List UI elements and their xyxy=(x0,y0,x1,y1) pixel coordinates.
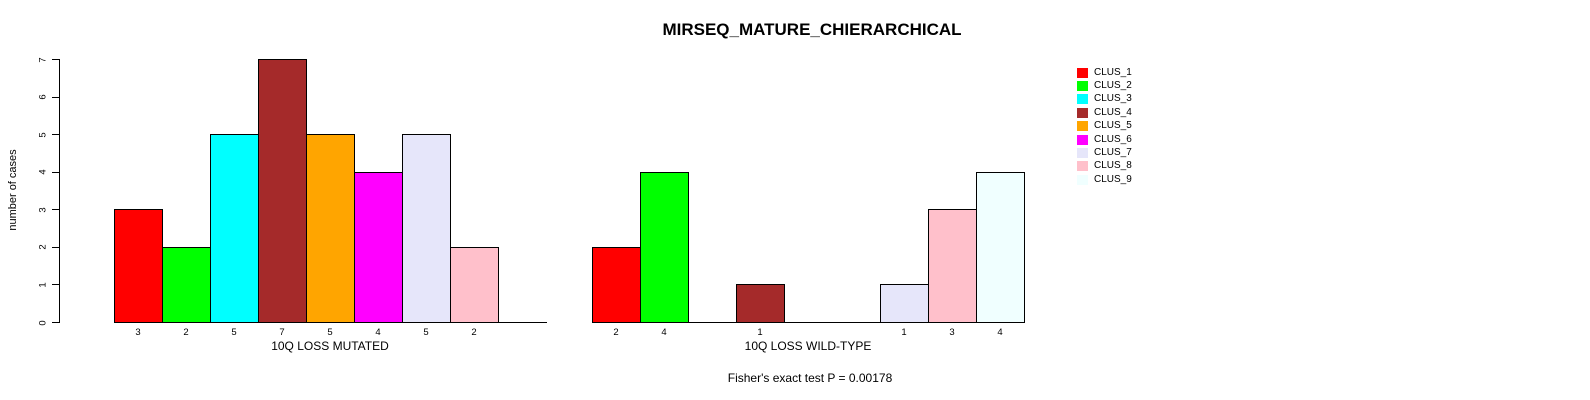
legend-swatch-clus_1 xyxy=(1077,67,1088,78)
x-tick-label: 2 xyxy=(471,327,477,338)
legend: CLUS_1 CLUS_2 CLUS_3 CLUS_4 CLUS_5 CLUS_6 CLUS… xyxy=(1077,66,1132,187)
x-tick-label: 2 xyxy=(183,327,189,338)
legend-label: CLUS_9 xyxy=(1094,173,1132,185)
legend-label: CLUS_5 xyxy=(1094,120,1132,132)
legend-swatch-clus_5 xyxy=(1077,121,1088,132)
x-tick-label: 5 xyxy=(231,327,237,338)
y-tick-label: 1 xyxy=(37,282,49,288)
legend-label: CLUS_8 xyxy=(1094,160,1132,172)
y-tick-label: 6 xyxy=(37,94,49,100)
y-tick xyxy=(52,59,59,60)
legend-label: CLUS_6 xyxy=(1094,133,1132,145)
x-tick-label: 3 xyxy=(135,327,141,338)
bar-clus_4 xyxy=(736,284,785,323)
legend-label: CLUS_1 xyxy=(1094,66,1132,78)
bar-clus_8 xyxy=(928,209,977,323)
y-axis-label: number of cases xyxy=(7,149,19,231)
legend-item: CLUS_8 xyxy=(1077,160,1132,173)
legend-swatch-clus_4 xyxy=(1077,107,1088,118)
x-tick-label: 1 xyxy=(901,327,907,338)
y-tick-label: 5 xyxy=(37,131,49,138)
bar-clus_2 xyxy=(162,247,211,323)
legend-item: CLUS_9 xyxy=(1077,173,1132,186)
y-axis-line xyxy=(59,59,60,323)
legend-swatch-clus_6 xyxy=(1077,134,1088,145)
y-tick-label: 3 xyxy=(37,207,49,213)
y-tick xyxy=(52,322,59,323)
x-tick-label: 4 xyxy=(997,327,1003,338)
legend-item: CLUS_1 xyxy=(1077,66,1132,79)
legend-label: CLUS_3 xyxy=(1094,93,1132,105)
bar-clus_1 xyxy=(114,209,163,323)
x-tick-label: 7 xyxy=(279,327,285,338)
bar-clus_1 xyxy=(592,247,641,323)
x-axis-label-wildtype: 10Q LOSS WILD-TYPE xyxy=(744,339,872,353)
legend-item: CLUS_4 xyxy=(1077,106,1132,119)
bar-clus_7 xyxy=(402,134,451,323)
bar-clus_2 xyxy=(640,172,689,323)
legend-label: CLUS_2 xyxy=(1094,80,1132,92)
x-tick-label: 2 xyxy=(613,327,619,338)
legend-swatch-clus_3 xyxy=(1077,94,1088,105)
y-tick-label: 2 xyxy=(37,244,49,250)
bar-clus_6 xyxy=(354,172,403,323)
x-tick-label: 3 xyxy=(949,327,955,338)
legend-swatch-clus_9 xyxy=(1077,174,1088,185)
y-tick xyxy=(52,209,59,211)
bar-clus_4 xyxy=(258,59,307,323)
legend-item: CLUS_5 xyxy=(1077,120,1132,133)
chart-title: MIRSEQ_MATURE_CHIERARCHICAL xyxy=(662,20,962,39)
legend-item: CLUS_7 xyxy=(1077,146,1132,159)
bar-clus_9 xyxy=(976,172,1025,323)
legend-item: CLUS_6 xyxy=(1077,133,1132,146)
bar-clus_8 xyxy=(450,247,499,323)
legend-label: CLUS_4 xyxy=(1094,106,1132,118)
x-tick-label: 5 xyxy=(327,327,333,338)
x-axis-label-mutated: 10Q LOSS MUTATED xyxy=(271,339,389,353)
legend-label: CLUS_7 xyxy=(1094,147,1132,159)
y-tick-label: 0 xyxy=(37,319,49,326)
x-tick-label: 4 xyxy=(375,327,381,338)
x-tick-label: 1 xyxy=(757,327,763,338)
y-tick xyxy=(52,96,59,98)
y-tick-label: 4 xyxy=(37,169,49,175)
y-tick xyxy=(52,284,59,286)
y-tick xyxy=(52,246,59,248)
y-tick xyxy=(52,134,59,136)
x-tick-label: 5 xyxy=(423,327,429,338)
bar-clus_7 xyxy=(880,284,929,323)
fisher-test-caption: Fisher's exact test P = 0.00178 xyxy=(727,371,893,385)
x-tick-label: 4 xyxy=(661,327,667,338)
bar-clus_3 xyxy=(210,134,259,323)
legend-swatch-clus_2 xyxy=(1077,81,1088,92)
x-axis-baseline xyxy=(592,322,1025,323)
legend-swatch-clus_7 xyxy=(1077,148,1088,159)
y-tick xyxy=(52,171,59,173)
bar-clus_5 xyxy=(306,134,355,323)
y-tick-label: 7 xyxy=(37,56,49,63)
legend-item: CLUS_2 xyxy=(1077,79,1132,92)
legend-item: CLUS_3 xyxy=(1077,93,1132,106)
legend-swatch-clus_8 xyxy=(1077,161,1088,172)
